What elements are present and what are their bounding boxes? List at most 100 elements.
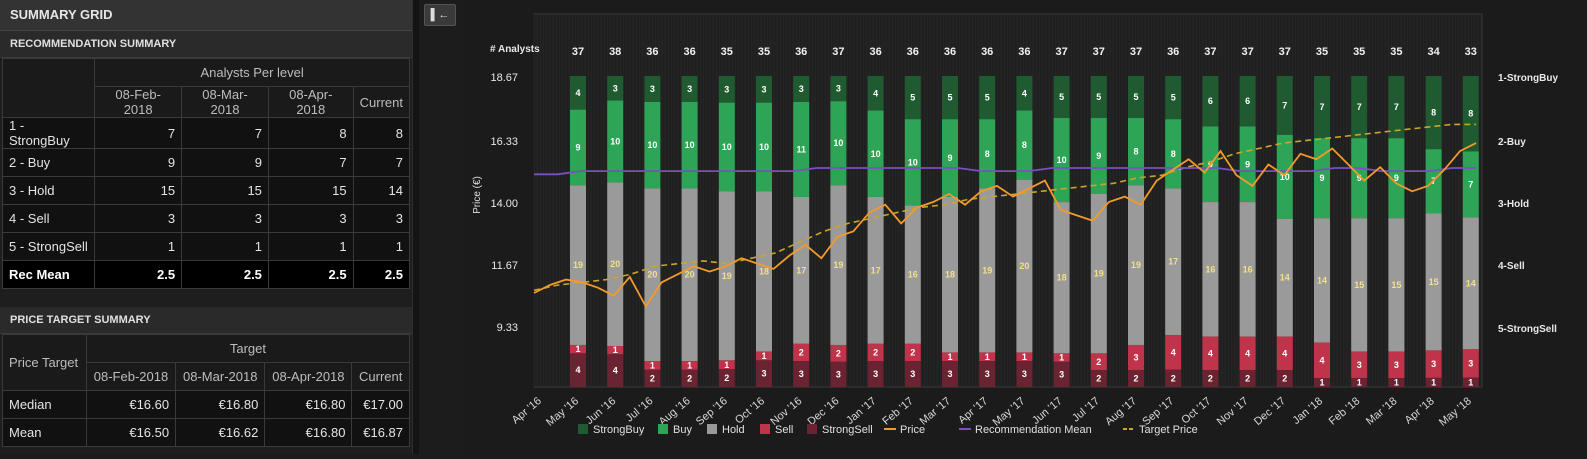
right-axis-label: 2-Buy bbox=[1498, 137, 1526, 148]
bar-value-label: 3 bbox=[1468, 358, 1473, 368]
x-tick-label: Jun '16 bbox=[584, 395, 619, 427]
x-tick-label: Feb '18 bbox=[1327, 395, 1363, 428]
bar-segment-buy bbox=[942, 119, 958, 197]
recommendation-chart: 18.67 16.33 14.00 11.67 9.33 Price (€) # Analy… bbox=[472, 13, 1558, 436]
analyst-count-label: 36 bbox=[869, 46, 881, 58]
bar-segment-hold bbox=[793, 196, 810, 344]
row-label: 4 - Sell bbox=[1, 204, 96, 233]
bar-value-label: 10 bbox=[759, 142, 769, 152]
table-cell: 3 bbox=[267, 204, 354, 233]
y-tick-label: 16.33 bbox=[490, 136, 518, 148]
bar-segment-hold bbox=[1090, 193, 1107, 354]
bar-segment-strongbuy bbox=[1351, 76, 1368, 139]
bar-segment-strongbuy bbox=[1462, 76, 1479, 152]
analyst-count-label: 37 bbox=[1204, 46, 1216, 58]
bar-value-label: 10 bbox=[1280, 172, 1290, 182]
analyst-count-label: 36 bbox=[795, 46, 807, 58]
pane-divider[interactable] bbox=[412, 0, 419, 454]
bar-value-label: 17 bbox=[1168, 257, 1178, 267]
bar-segment-sell bbox=[1462, 349, 1479, 378]
table-cell: 7 bbox=[352, 148, 411, 177]
bar-segment-hold bbox=[830, 185, 847, 345]
bar-value-label: 3 bbox=[947, 369, 952, 379]
bar-segment-strongbuy bbox=[718, 76, 735, 103]
row-label: 3 - Hold bbox=[1, 176, 96, 205]
table-row: Median €16.60 €16.80 €16.80 €17.00 bbox=[2, 390, 410, 419]
x-tick-label: Apr '16 bbox=[510, 395, 544, 426]
bar-segment-sell bbox=[1053, 353, 1070, 362]
bar-value-label: 2 bbox=[1096, 374, 1101, 384]
x-tick-label: Mar '18 bbox=[1364, 395, 1400, 428]
bar-value-label: 1 bbox=[1059, 353, 1064, 363]
rec-column-header: 08-Feb-2018 bbox=[94, 86, 183, 118]
bar-value-label: 3 bbox=[836, 84, 841, 94]
bar-segment-sell bbox=[867, 343, 884, 362]
bar-value-label: 1 bbox=[761, 351, 766, 361]
bar-value-label: 3 bbox=[985, 369, 990, 379]
bar-segment-hold bbox=[942, 196, 958, 353]
analyst-count-label: 35 bbox=[721, 46, 733, 58]
legend-swatch bbox=[658, 424, 668, 434]
bar-value-label: 3 bbox=[799, 84, 804, 94]
analyst-count-label: 36 bbox=[683, 46, 695, 58]
table-cell: 3 bbox=[94, 204, 183, 233]
bar-value-label: 15 bbox=[1354, 280, 1364, 290]
bar-value-label: 1 bbox=[947, 352, 952, 362]
x-tick-label: Jun '17 bbox=[1030, 395, 1065, 427]
bar-segment-sell bbox=[830, 344, 847, 362]
bar-segment-buy bbox=[1165, 119, 1182, 189]
bar-segment-sell bbox=[904, 343, 921, 362]
bar-segment-strongbuy bbox=[681, 76, 698, 102]
collapse-left-icon[interactable]: ▌← bbox=[424, 4, 456, 26]
bar-value-label: 2 bbox=[1245, 374, 1250, 384]
bar-segment-sell bbox=[607, 346, 624, 355]
table-cell: 1 bbox=[94, 232, 183, 261]
bar-value-label: 4 bbox=[1282, 348, 1287, 358]
summary-grid-panel: SUMMARY GRID RECOMMENDATION SUMMARY Anal… bbox=[0, 0, 412, 454]
bar-value-label: 16 bbox=[1205, 264, 1215, 274]
analyst-count-label: 37 bbox=[1241, 46, 1253, 58]
table-cell: 1 bbox=[352, 232, 411, 261]
price-line bbox=[533, 142, 1477, 309]
panel-title: SUMMARY GRID bbox=[0, 0, 412, 31]
bar-value-label: 2 bbox=[910, 347, 915, 357]
bar-value-label: 2 bbox=[1171, 373, 1176, 383]
bar-segment-sell bbox=[1351, 351, 1368, 379]
bar-segment-strongsell bbox=[644, 369, 661, 387]
y-tick-label: 14.00 bbox=[490, 198, 518, 210]
bar-value-label: 3 bbox=[1022, 369, 1027, 379]
row-label: 2 - Buy bbox=[1, 148, 96, 177]
bar-value-label: 8 bbox=[1022, 140, 1027, 150]
bar-value-label: 1 bbox=[613, 345, 618, 355]
table-cell: €16.87 bbox=[351, 418, 410, 447]
table-row: 3 - Hold 15 15 15 14 bbox=[1, 176, 411, 205]
bar-value-label: 10 bbox=[1057, 155, 1067, 165]
bar-segment-strongsell bbox=[1462, 377, 1479, 387]
analyst-count-label: 37 bbox=[1055, 46, 1067, 58]
recommendation-summary-title: RECOMMENDATION SUMMARY bbox=[0, 31, 412, 58]
bar-value-label: 3 bbox=[799, 369, 804, 379]
bar-value-label: 2 bbox=[1208, 374, 1213, 384]
bar-segment-strongbuy bbox=[1202, 76, 1219, 127]
bar-value-label: 14 bbox=[1317, 275, 1327, 285]
bar-segment-buy bbox=[644, 101, 661, 189]
bar-value-label: 1 bbox=[687, 360, 692, 370]
bar-segment-hold bbox=[1462, 217, 1479, 350]
bar-segment-sell bbox=[1202, 336, 1219, 371]
bar-segment-strongsell bbox=[1128, 370, 1144, 387]
analyst-count-label: 34 bbox=[1427, 46, 1440, 58]
bar-segment-strongbuy bbox=[1016, 76, 1033, 111]
legend-swatch bbox=[760, 424, 770, 434]
analyst-count-label: 36 bbox=[907, 46, 919, 58]
bar-segment-strongsell bbox=[793, 361, 810, 387]
bar-segment-hold bbox=[681, 188, 698, 362]
bar-segment-sell bbox=[756, 351, 772, 361]
bar-value-label: 1 bbox=[1394, 378, 1399, 388]
bar-value-label: 2 bbox=[687, 373, 692, 383]
analyst-count-label: 36 bbox=[981, 46, 993, 58]
bar-value-label: 19 bbox=[722, 271, 732, 281]
row-label: 5 - StrongSell bbox=[1, 232, 96, 261]
bar-value-label: 14 bbox=[1466, 278, 1476, 288]
table-row: 1 - StrongBuy 7 7 8 8 bbox=[1, 117, 411, 149]
bar-segment-sell bbox=[718, 360, 735, 370]
